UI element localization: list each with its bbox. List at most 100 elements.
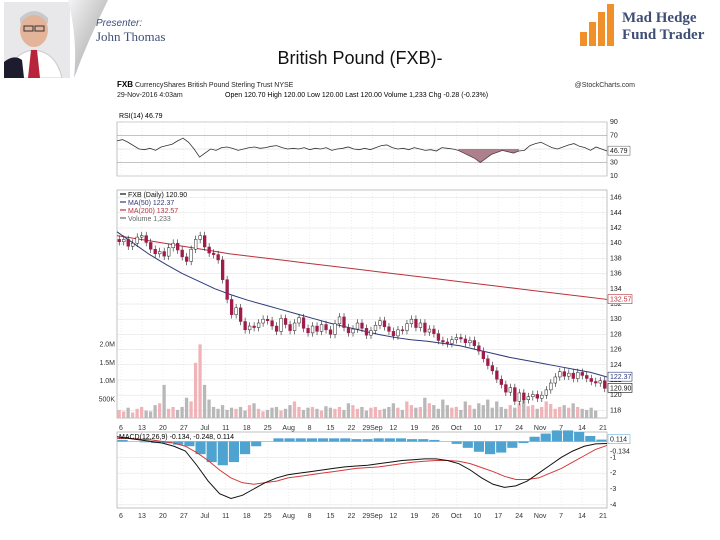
volume-bar [391, 403, 396, 418]
volume-bar [535, 408, 539, 418]
macd-tick-label: -3 [610, 486, 616, 493]
date-tick-label: 14 [578, 425, 586, 432]
candle-body [594, 381, 598, 384]
candle-body [185, 256, 189, 262]
volume-bar [261, 411, 265, 418]
candle-body [387, 326, 391, 332]
presenter-label: Presenter: [96, 18, 143, 29]
volume-bar [477, 403, 481, 418]
candle-body [603, 380, 607, 389]
date-tick-label: 21 [599, 425, 607, 432]
volume-bar [472, 408, 476, 418]
date-tick-label: 24 [515, 513, 523, 520]
macd-histogram-bar [340, 438, 351, 442]
volume-bar [342, 409, 346, 418]
stock-chart-svg: FXB CurrencyShares British Pound Sterling… [99, 80, 636, 520]
volume-bar [441, 399, 445, 418]
macd-line [116, 436, 608, 500]
candle-body [580, 372, 584, 376]
volume-bar [540, 406, 544, 418]
price-tick-label: 120 [610, 392, 622, 399]
candle-body [189, 249, 193, 262]
chart-date: 29-Nov-2016 4:03am [117, 92, 183, 99]
volume-bar [157, 403, 162, 418]
date-tick-label: Nov [534, 425, 547, 432]
candle-body [229, 299, 234, 315]
macd-histogram-bar [139, 441, 150, 443]
volume-bar [184, 397, 189, 418]
price-tick-label: 134 [610, 286, 622, 293]
volume-bar [585, 409, 589, 418]
date-tick-label: 10 [473, 513, 481, 520]
volume-bar [490, 407, 494, 418]
candle-body [265, 318, 270, 321]
volume-bar [139, 406, 144, 418]
volume-bar [513, 407, 517, 418]
macd-histogram-bar [117, 439, 128, 442]
macd-tick-label: -4 [610, 502, 616, 509]
price-tick-label: 138 [610, 255, 622, 262]
date-tick-label: 24 [515, 425, 523, 432]
macd-histogram-bar [407, 439, 418, 442]
candle-body [562, 371, 566, 377]
volume-bar [265, 409, 270, 418]
volume-bar [463, 401, 467, 418]
candle-body [360, 322, 364, 329]
macd-histogram-bar [251, 441, 262, 447]
candle-body [180, 249, 184, 258]
page-curl-decoration [68, 0, 108, 78]
candle-body [504, 384, 508, 393]
macd-histogram-bar [240, 441, 251, 455]
volume-tick-label: 1.0M [99, 378, 115, 385]
date-tick-label: 20 [159, 513, 167, 520]
candle-body [131, 242, 135, 247]
volume-bar [522, 399, 526, 418]
price-legend-entry: MA(50) 122.37 [128, 200, 174, 207]
candle-body [297, 317, 301, 324]
volume-bar [423, 397, 427, 418]
candle-body [247, 325, 252, 331]
slide-title: British Pound (FXB)- [277, 48, 443, 68]
volume-bar [162, 384, 166, 418]
chart-description: CurrencyShares British Pound Sterling Tr… [135, 82, 294, 89]
date-tick-label: 20 [159, 425, 167, 432]
candle-body [158, 251, 162, 255]
volume-bar [459, 409, 463, 418]
volume-bar [292, 401, 297, 418]
chart-quote: Open 120.70 High 120.00 Low 120.00 Last … [225, 92, 488, 99]
volume-bar [400, 409, 405, 418]
candle-body [270, 320, 274, 327]
price-tick-label: 144 [610, 210, 622, 217]
price-last-box [607, 383, 633, 393]
date-tick-label: 15 [327, 513, 335, 520]
rsi-tick-label: 70 [610, 133, 618, 140]
volume-bar [153, 405, 157, 418]
volume-bar [499, 406, 503, 418]
price-tick-label: 126 [610, 347, 622, 354]
volume-bar [427, 403, 431, 418]
volume-bar [328, 407, 333, 418]
candle-body [522, 392, 526, 401]
volume-bar [418, 406, 422, 418]
date-tick-label: 19 [410, 425, 418, 432]
macd-histogram-bar [373, 438, 384, 442]
volume-bar [468, 405, 472, 418]
date-tick-label: 8 [308, 425, 312, 432]
volume-bar [589, 407, 593, 418]
volume-bar [193, 362, 198, 418]
volume-bar [396, 407, 400, 418]
candle-body [324, 324, 328, 331]
macd-histogram-bar [306, 438, 317, 442]
volume-bar [144, 410, 148, 418]
rsi-last-box [607, 145, 631, 156]
candle-body [432, 328, 436, 334]
price-tick-label: 124 [610, 362, 622, 369]
rsi-legend: RSI(14) 46.79 [119, 113, 163, 120]
candle-body [261, 318, 265, 324]
volume-bar [171, 406, 175, 418]
macd-histogram-bar [462, 441, 473, 448]
date-tick-label: Aug [282, 513, 295, 520]
price-tick-label: 140 [610, 240, 622, 247]
candle-body [459, 337, 463, 340]
candle-body [414, 318, 418, 328]
